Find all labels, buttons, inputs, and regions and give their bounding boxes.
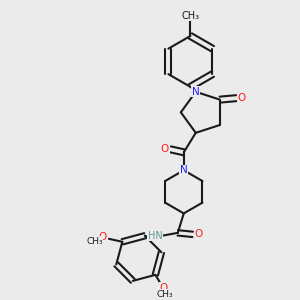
Text: CH₃: CH₃ [86,237,103,246]
Text: CH₃: CH₃ [182,11,200,21]
Text: O: O [161,144,169,154]
Text: O: O [160,283,168,293]
Text: O: O [99,232,107,242]
Text: CH₃: CH₃ [157,290,174,299]
Text: N: N [180,165,188,175]
Text: O: O [238,93,246,103]
Text: N: N [192,87,200,97]
Text: HN: HN [148,231,163,241]
Text: O: O [194,230,202,239]
